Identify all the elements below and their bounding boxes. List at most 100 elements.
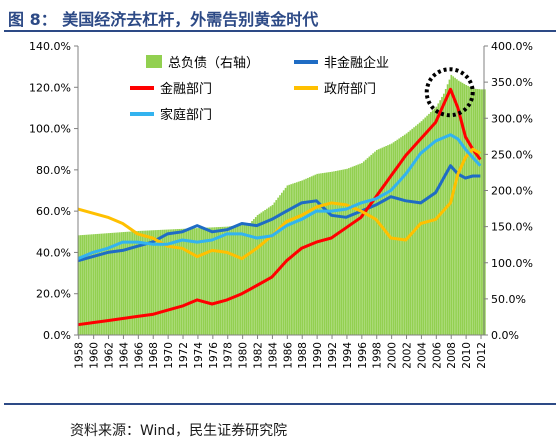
bar-total-debt	[299, 181, 302, 335]
bar-total-debt	[200, 227, 203, 335]
bar-total-debt	[91, 234, 93, 335]
bar-total-debt	[416, 124, 419, 335]
bar-total-debt	[294, 182, 296, 335]
bar-total-debt	[167, 229, 170, 335]
bar-total-debt	[154, 230, 157, 335]
x-tick-label: 1970	[163, 342, 175, 369]
source-note: 资料来源：Wind，民生证券研究院	[70, 423, 288, 439]
bar-total-debt	[344, 169, 346, 335]
bar-total-debt	[264, 210, 266, 335]
bar-total-debt	[191, 228, 194, 335]
bar-total-debt	[333, 171, 335, 335]
series-line-4	[77, 133, 482, 260]
bar-total-debt	[353, 165, 356, 335]
bar-total-debt	[385, 145, 387, 335]
bar-total-debt	[204, 227, 207, 335]
x-tick-label: 1962	[104, 342, 116, 369]
bar-total-debt	[305, 178, 307, 335]
bar-total-debt	[446, 84, 449, 335]
x-tick-label: 1984	[267, 342, 279, 369]
bar-total-debt	[118, 232, 121, 335]
bar-total-debt	[174, 229, 177, 335]
bar-total-debt	[171, 229, 173, 335]
bar-total-debt	[307, 177, 309, 335]
x-tick-label: 1964	[118, 342, 130, 369]
bar-total-debt	[456, 79, 458, 335]
legend-label: 总负债（右轴）	[168, 56, 259, 71]
debt-chart: 0.0% 20.0% 40.0% 60.0% 80.0% 100.0% 120.0% 140.…	[29, 40, 533, 369]
bar-total-debt	[187, 228, 190, 335]
right-tick-label: 50.0%	[491, 293, 526, 306]
bar-total-debt	[243, 223, 246, 335]
bar-total-debt	[409, 130, 412, 335]
x-tick-label: 1988	[297, 342, 309, 369]
bar-total-debt	[277, 197, 279, 335]
bar-total-debt	[122, 232, 125, 335]
bar-total-debt	[435, 106, 438, 335]
right-tick-label: 150.0%	[491, 221, 533, 234]
bar-total-debt	[161, 229, 164, 335]
bar-total-debt	[374, 151, 376, 335]
bar-total-debt	[223, 226, 225, 335]
x-tick-label: 1958	[74, 342, 86, 369]
bar-total-debt	[245, 223, 248, 335]
bar-total-debt	[370, 154, 373, 335]
bar-total-debt	[480, 89, 482, 335]
left-tick-label: 40.0%	[36, 246, 71, 259]
bar-total-debt	[234, 225, 237, 335]
bar-total-debt	[79, 235, 82, 335]
bar-total-debt	[366, 158, 369, 335]
bar-total-debt	[96, 233, 99, 335]
bar-total-debt	[431, 110, 434, 336]
bar-total-debt	[444, 88, 447, 336]
bar-total-debt	[359, 163, 361, 335]
x-tick-label: 1968	[148, 342, 160, 369]
bar-total-debt	[327, 172, 330, 335]
bar-total-debt	[297, 181, 300, 335]
bar-total-debt	[152, 230, 155, 335]
right-tick-label: 200.0%	[491, 185, 533, 198]
legend-label: 金融部门	[160, 81, 212, 97]
bar-total-debt	[137, 230, 140, 335]
bar-total-debt	[290, 184, 292, 335]
bar-total-debt	[459, 81, 462, 335]
bar-total-debt	[407, 131, 410, 335]
footer-rule	[4, 403, 556, 405]
bar-total-debt	[478, 89, 481, 335]
bar-total-debt	[443, 93, 445, 335]
bar-total-debt	[398, 138, 401, 335]
bar-total-debt	[89, 234, 91, 335]
bar-total-debt	[428, 113, 430, 335]
bar-total-debt	[169, 229, 171, 335]
bar-total-debt	[202, 227, 205, 335]
bar-total-debt	[199, 227, 201, 335]
x-tick-label: 2006	[431, 342, 443, 369]
bar-total-debt	[254, 217, 257, 335]
bar-total-debt	[139, 230, 142, 335]
x-tick-label: 1960	[89, 342, 101, 369]
bar-total-debt	[212, 227, 214, 335]
bar-total-debt	[387, 145, 389, 335]
right-tick-label: 250.0%	[491, 148, 533, 161]
x-tick-label: 1990	[312, 342, 324, 369]
bar-total-debt	[383, 146, 386, 335]
series-line-2	[77, 87, 482, 327]
bar-total-debt	[251, 221, 253, 335]
bar-total-debt	[182, 228, 184, 335]
bar-total-debt	[143, 230, 145, 335]
bar-total-debt	[349, 167, 352, 335]
bar-total-debt	[314, 174, 317, 335]
left-tick-label: 140.0%	[29, 40, 71, 53]
bar-total-debt	[213, 227, 216, 335]
x-tick-label: 1978	[223, 342, 235, 369]
bar-total-debt	[226, 226, 229, 335]
bar-total-debt	[362, 161, 365, 335]
bar-total-debt	[295, 182, 298, 335]
title-rule	[4, 30, 556, 32]
bar-total-debt	[189, 228, 192, 335]
left-tick-label: 120.0%	[29, 81, 71, 94]
series-line-3	[77, 147, 482, 261]
right-tick-label: 400.0%	[491, 40, 533, 53]
bar-total-debt	[230, 226, 233, 335]
bar-total-debt	[240, 224, 242, 335]
